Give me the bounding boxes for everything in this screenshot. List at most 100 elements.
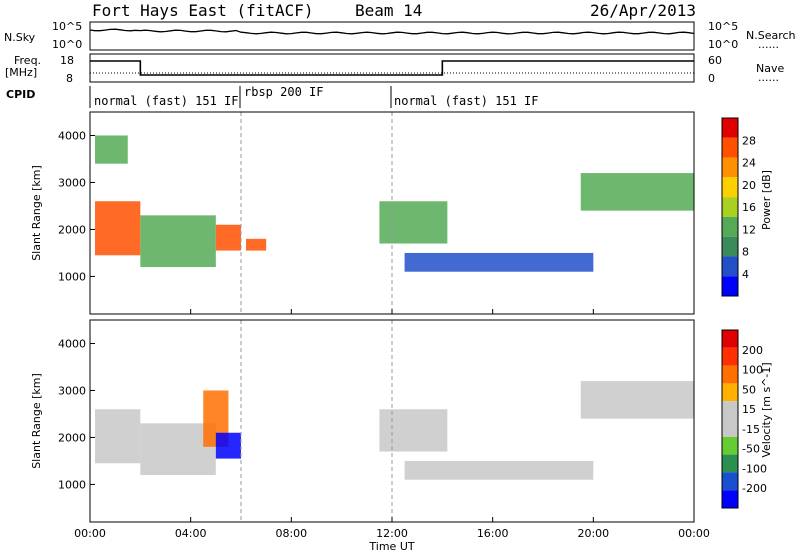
y-tick-label: 2000: [58, 223, 86, 236]
colorbar-swatch: [722, 157, 738, 178]
power-region-4: [246, 238, 267, 251]
colorbar-swatch: [722, 330, 738, 348]
colorbar-swatch: [722, 490, 738, 508]
power-panel: Slant Range [km]: [30, 111, 695, 315]
colorbar-swatch: [722, 472, 738, 491]
frequency-strip-frame: [89, 53, 695, 83]
y-tick-label: 1000: [58, 478, 86, 491]
y-tick-label: 3000: [58, 384, 86, 397]
nave-tick-low: 0: [708, 72, 715, 85]
y-axis-ticks: 1000 2000 3000 4000 1000 2000 3000 4000: [58, 129, 95, 491]
nsearch-tick-low: 10^0: [708, 38, 738, 51]
colorbar-swatch: [722, 256, 738, 277]
freq-unit-label: [MHz]: [5, 66, 37, 79]
noise-strip-frame: [89, 21, 695, 51]
colorbar-tick-label: 15: [742, 403, 756, 416]
frequency-line: [90, 60, 694, 76]
colorbar-swatch: [722, 383, 738, 402]
velocity-region-6: [580, 381, 694, 419]
nsearch-tick-high: 10^5: [708, 20, 738, 33]
freq-label: Freq.: [14, 54, 41, 67]
freq-tick-high: 18: [60, 54, 74, 67]
power-region-7: [580, 173, 694, 211]
colorbar-swatch: [722, 177, 738, 198]
x-tick-label: 04:00: [175, 527, 207, 540]
velocity-region-3: [215, 432, 241, 459]
colorbar-swatch: [722, 436, 738, 455]
velocity-region-5: [404, 460, 594, 480]
colorbar-tick-label: 200: [742, 344, 763, 357]
colorbar-frame: [721, 117, 739, 297]
nsky-tick-high: 10^5: [52, 20, 82, 33]
cpid-strip: CPID normal (fast) 151 IF rbsp 200 IF no…: [6, 85, 539, 108]
power-region-2: [140, 215, 216, 268]
power-y-label: Slant Range [km]: [30, 165, 43, 261]
nsearch-legend-dots: ......: [758, 38, 779, 51]
colorbar-tick-label: 28: [742, 134, 756, 147]
nsky-tick-low: 10^0: [52, 38, 82, 51]
colorbar-frame: [721, 329, 739, 509]
y-tick-label: 4000: [58, 337, 86, 350]
cpid-mode-1: normal (fast) 151 IF: [94, 94, 239, 108]
colorbar-tick-label: 12: [742, 223, 756, 236]
nsky-line: [89, 28, 695, 35]
velocity-y-label: Slant Range [km]: [30, 373, 43, 469]
freq-tick-low: 8: [66, 72, 73, 85]
x-tick-label: 08:00: [275, 527, 307, 540]
colorbar-swatch: [722, 401, 738, 419]
noise-strip: N.Sky 10^5 10^0 10^5 10^0 N.Search .....…: [4, 20, 796, 51]
velocity-region-4: [379, 409, 448, 452]
x-tick-label: 20:00: [577, 527, 609, 540]
x-tick-label: 16:00: [477, 527, 509, 540]
nsearch-label: N.Search: [746, 29, 796, 42]
colorbar-swatch: [722, 118, 738, 138]
nave-label: Nave: [756, 62, 784, 75]
velocity-region-0: [95, 409, 141, 464]
velocity-heatmap-marks: [95, 320, 694, 522]
cpid-mode-3: normal (fast) 151 IF: [394, 94, 539, 108]
colorbar-tick-label: 8: [742, 246, 749, 259]
colorbar-swatch: [722, 419, 738, 437]
colorbar-swatch: [722, 276, 738, 296]
x-tick-label: 00:00: [74, 527, 106, 540]
y-tick-label: 2000: [58, 431, 86, 444]
colorbar-tick-label: -200: [742, 482, 767, 495]
x-axis-label: Time UT: [368, 540, 414, 553]
colorbar-swatch: [722, 454, 738, 473]
x-axis-ticks: 00:00 04:00 08:00 12:00 16:00 20:00 00:00: [74, 309, 710, 540]
power-region-0: [95, 201, 141, 256]
y-tick-label: 1000: [58, 270, 86, 283]
plot-title: Fort Hays East (fitACF): [92, 1, 314, 20]
x-tick-label: 12:00: [376, 527, 408, 540]
nsky-label: N.Sky: [4, 31, 36, 44]
power-region-6: [404, 252, 594, 272]
cpid-label: CPID: [6, 88, 35, 101]
power-colorbar-label: Power [dB]: [760, 170, 773, 230]
velocity-colorbar: Velocity [m s^-1] 200 100 50 15 -15 -50 -100 -2…: [721, 329, 773, 509]
colorbar-swatch: [722, 365, 738, 384]
colorbar-tick-label: 16: [742, 201, 756, 214]
colorbar-tick-label: 4: [742, 268, 749, 281]
colorbar-tick-label: -15: [742, 423, 760, 436]
colorbar-tick-label: -100: [742, 462, 767, 475]
frequency-strip: Freq. [MHz] 18 8 60 0 Nave ......: [5, 53, 784, 85]
date-label: 26/Apr/2013: [590, 1, 696, 20]
y-tick-label: 3000: [58, 176, 86, 189]
power-colorbar: Power [dB] 4 8 12 16 20 24 28: [721, 117, 773, 297]
nave-legend-dots: ......: [758, 71, 779, 84]
colorbar-swatch: [722, 347, 738, 366]
power-region-1: [95, 135, 128, 164]
velocity-panel: Slant Range [km] Time UT: [30, 319, 695, 553]
power-region-5: [379, 201, 448, 244]
colorbar-swatch: [722, 197, 738, 217]
beam-label: Beam 14: [355, 1, 422, 20]
colorbar-tick-label: 50: [742, 383, 756, 396]
colorbar-tick-label: 20: [742, 179, 756, 192]
power-region-3: [215, 224, 241, 251]
nave-tick-high: 60: [708, 54, 722, 67]
colorbar-tick-label: 100: [742, 364, 763, 377]
colorbar-tick-label: 24: [742, 157, 756, 170]
y-tick-label: 4000: [58, 129, 86, 142]
colorbar-swatch: [722, 236, 738, 257]
